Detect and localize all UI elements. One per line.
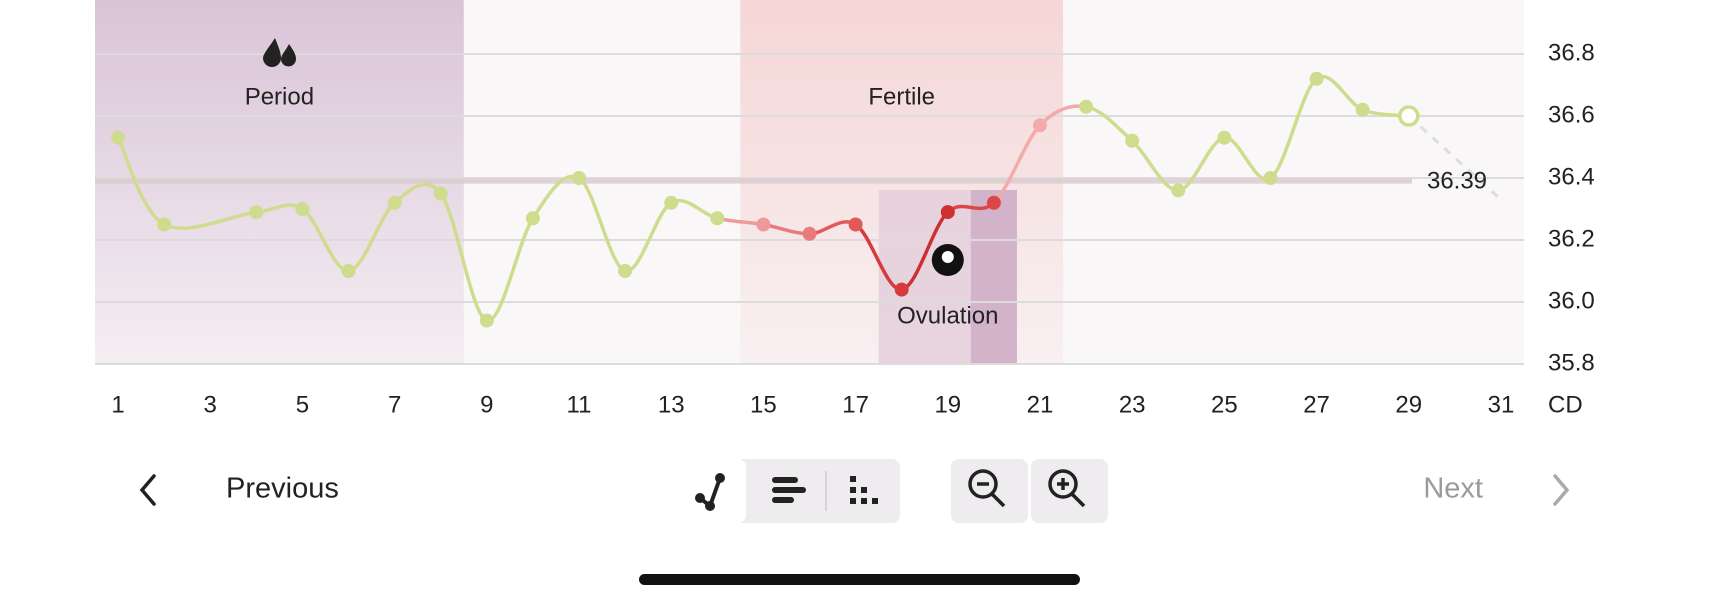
- data-point: [1032, 118, 1047, 133]
- data-point: [295, 202, 310, 216]
- x-tick-label: 29: [1395, 391, 1422, 418]
- home-indicator: [639, 574, 1080, 585]
- dots-view-button[interactable]: [850, 476, 878, 504]
- x-tick-label: 25: [1211, 391, 1238, 418]
- data-point: [1398, 105, 1420, 127]
- period-icon: [263, 38, 296, 67]
- line-segment: [163, 210, 257, 230]
- y-tick-label: 36.6: [1548, 101, 1595, 128]
- data-point: [1263, 171, 1278, 185]
- x-axis-label: CD: [1548, 391, 1583, 418]
- projection: [1407, 114, 1502, 201]
- data-point: [986, 195, 1001, 210]
- x-tick-label: 13: [658, 391, 685, 418]
- y-tick-label: 36.2: [1548, 225, 1595, 252]
- line-segment: [1269, 77, 1318, 180]
- x-tick-label: 5: [296, 391, 309, 418]
- data-point: [894, 282, 909, 297]
- band-label: Period: [245, 83, 314, 110]
- previous-button[interactable]: Previous: [226, 473, 339, 505]
- bar-view-button[interactable]: [772, 477, 806, 503]
- data-point: [1079, 99, 1094, 114]
- data-point: [848, 217, 863, 232]
- data-point: [940, 205, 955, 220]
- next-button[interactable]: Next: [1423, 473, 1483, 505]
- ovulation-day: [970, 190, 1017, 364]
- x-tick-label: 15: [750, 391, 777, 418]
- line-view-button[interactable]: [672, 459, 746, 523]
- data-point: [802, 226, 817, 241]
- band-label: Ovulation: [897, 302, 998, 329]
- data-point: [710, 211, 725, 226]
- data-point: [387, 195, 402, 210]
- zoom-out-button[interactable]: [951, 459, 1028, 523]
- data-point: [1309, 71, 1324, 86]
- zoom-in-button[interactable]: [1031, 459, 1108, 523]
- data-point: [479, 313, 494, 328]
- data-point: [1217, 130, 1232, 145]
- x-tick-label: 11: [567, 391, 592, 418]
- line-segment: [439, 192, 488, 323]
- data-point: [157, 217, 172, 232]
- data-point: [111, 130, 126, 145]
- x-tick-label: 17: [842, 391, 869, 418]
- data-point: [1355, 102, 1370, 117]
- prev-chevron[interactable]: [139, 474, 156, 506]
- ovulation-icon-dot: [941, 251, 954, 263]
- data-point: [664, 195, 679, 210]
- data-point: [1125, 133, 1140, 148]
- y-tick-label: 36.8: [1548, 39, 1595, 66]
- x-tick-label: 1: [111, 391, 124, 418]
- next-chevron[interactable]: [1553, 474, 1570, 506]
- x-tick-label: 21: [1027, 391, 1054, 418]
- data-point: [1171, 183, 1186, 198]
- x-tick-label: 31: [1488, 391, 1515, 418]
- y-tick-label: 36.0: [1548, 287, 1595, 314]
- y-tick-label: 35.8: [1548, 349, 1595, 376]
- data-point: [341, 264, 356, 278]
- x-tick-label: 23: [1119, 391, 1146, 418]
- x-tick-label: 9: [480, 391, 493, 418]
- data-point: [525, 211, 540, 226]
- data-point: [249, 205, 264, 220]
- x-tick-label: 3: [204, 391, 217, 418]
- coverline-label: 36.39: [1427, 167, 1487, 194]
- x-tick-label: 7: [388, 391, 401, 418]
- x-tick-label: 27: [1303, 391, 1330, 418]
- data-point: [756, 217, 771, 232]
- data-point: [572, 171, 587, 185]
- band-label: Fertile: [868, 83, 935, 110]
- x-tick-label: 19: [934, 391, 961, 418]
- y-tick-label: 36.4: [1548, 163, 1595, 190]
- data-point: [618, 264, 633, 278]
- data-point: [433, 186, 448, 201]
